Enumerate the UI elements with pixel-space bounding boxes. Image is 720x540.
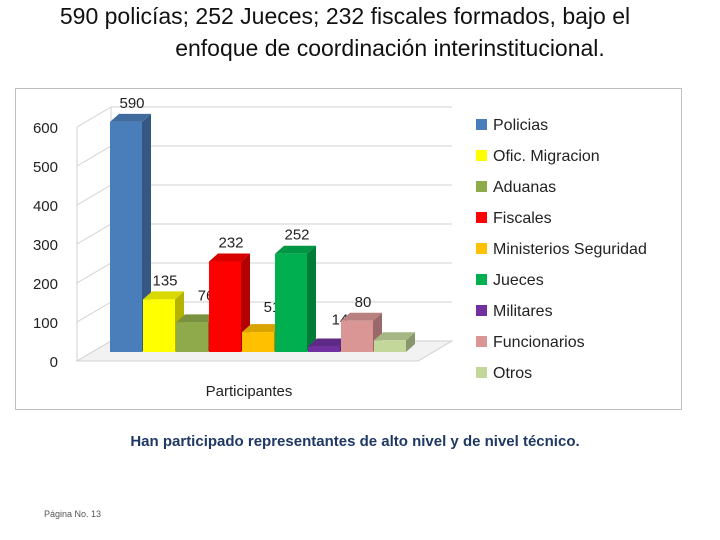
legend-label: Ministerios Seguridad: [493, 241, 647, 258]
legend-label: Otros: [493, 365, 532, 382]
title-line-2: enfoque de coordinación interinstitucion…: [175, 35, 605, 61]
page-number: Página No. 13: [44, 509, 102, 519]
bar: [374, 340, 406, 352]
legend-swatch: [476, 150, 487, 161]
gridline-side: [76, 223, 112, 245]
bar-top: [341, 312, 382, 321]
bar: [176, 322, 208, 352]
bar: [341, 320, 373, 352]
legend-label: Ofic. Migracion: [493, 148, 600, 165]
legend-swatch: [476, 274, 487, 285]
legend-swatch: [476, 367, 487, 378]
legend-swatch: [476, 181, 487, 192]
y-tick-label: 300: [33, 237, 58, 254]
bar-top: [308, 338, 349, 347]
legend-swatch: [476, 119, 487, 130]
data-label: 80: [355, 294, 372, 311]
data-label: 135: [152, 272, 177, 289]
bar-top: [176, 314, 217, 323]
y-tick-label: 600: [33, 120, 58, 137]
title-line-1: 590 policías; 252 Jueces; 232 fiscales f…: [59, 3, 631, 29]
gridline-side: [76, 184, 112, 206]
bar: [110, 121, 142, 353]
bar: [275, 253, 307, 352]
y-tick-label: 0: [50, 354, 58, 371]
legend-label: Aduanas: [493, 179, 556, 196]
bar-side: [142, 113, 151, 353]
y-tick-label: 100: [33, 315, 58, 332]
legend-swatch: [476, 336, 487, 347]
bar: [209, 261, 241, 352]
bar: [308, 346, 340, 352]
caption: Han participado representantes de alto n…: [130, 433, 580, 450]
y-tick-label: 500: [33, 159, 58, 176]
bar-top: [374, 332, 415, 341]
bar-side: [406, 332, 415, 352]
gridline-side: [76, 145, 112, 167]
legend-swatch: [476, 212, 487, 223]
bar: [242, 332, 274, 352]
legend-swatch: [476, 243, 487, 254]
bar: [143, 299, 175, 352]
bar-top: [143, 291, 184, 300]
bar-side: [307, 245, 316, 352]
legend-swatch: [476, 305, 487, 316]
data-label: 590: [119, 95, 144, 112]
x-axis-label: Participantes: [206, 383, 293, 400]
legend-label: Jueces: [493, 272, 544, 289]
data-label: 232: [218, 235, 243, 252]
slide-title: 590 policías; 252 Jueces; 232 fiscales f…: [0, 0, 720, 64]
y-tick-label: 400: [33, 198, 58, 215]
legend-label: Fiscales: [493, 210, 552, 227]
bar-top: [110, 113, 151, 122]
y-tick-label: 200: [33, 276, 58, 293]
legend-label: Funcionarios: [493, 334, 585, 351]
data-label: 252: [284, 227, 309, 244]
legend-label: Policias: [493, 117, 548, 134]
gridline-side: [76, 301, 112, 323]
legend-label: Militares: [493, 303, 553, 320]
bar-top: [275, 245, 316, 254]
gridline-side: [76, 262, 112, 284]
bar-top: [209, 253, 250, 262]
bar-top: [242, 324, 283, 333]
gridline-side: [76, 106, 112, 128]
